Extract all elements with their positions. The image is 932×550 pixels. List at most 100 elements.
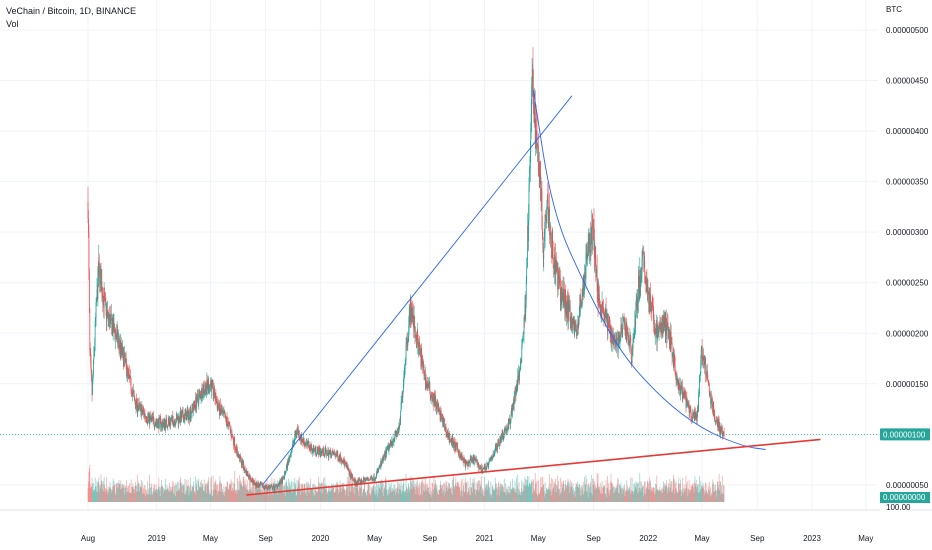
candle-body: [627, 336, 629, 345]
volume-bar: [672, 474, 674, 502]
volume-bar: [173, 494, 175, 502]
candle-body: [565, 294, 567, 304]
candle-body: [429, 390, 431, 396]
time-axis[interactable]: Aug 2019 May Sep 2020 May Sep 2021 May Sep 2022 May…: [0, 509, 932, 543]
candle-body: [280, 478, 282, 484]
candle-body: [432, 397, 433, 402]
candle-body: [591, 223, 593, 228]
volume-bar: [659, 486, 661, 502]
candle-body: [549, 208, 550, 236]
candle-body: [214, 387, 215, 398]
volume-bar: [114, 485, 115, 502]
volume-bar: [208, 489, 210, 502]
volume-bar: [166, 489, 168, 502]
volume-bar: [175, 482, 177, 502]
volume-bar: [110, 488, 112, 502]
candle-body: [289, 455, 291, 460]
candle-body: [476, 459, 478, 465]
candle-body: [341, 459, 342, 462]
volume-bar: [615, 488, 616, 502]
candle-body: [190, 412, 192, 418]
candle-body: [160, 425, 162, 428]
candle-body: [516, 384, 518, 386]
volume-bar: [354, 481, 355, 502]
volume-bar: [427, 486, 429, 502]
volume-indicator-label[interactable]: Vol: [6, 19, 19, 29]
volume-bar: [219, 482, 220, 502]
candle-body: [187, 409, 188, 413]
candle-body: [153, 416, 154, 419]
volume-bar: [647, 481, 649, 502]
volume-bar: [107, 486, 109, 502]
volume-bar: [520, 495, 522, 502]
volume-bar: [121, 488, 123, 502]
volume-bar: [350, 492, 352, 502]
candle-body: [642, 251, 644, 254]
candle-body: [363, 477, 364, 481]
candle-body: [159, 417, 161, 420]
candle-body: [262, 486, 264, 487]
candle-body: [542, 252, 544, 259]
volume-bar: [133, 489, 135, 502]
volume-bar: [242, 486, 244, 502]
candle-body: [473, 457, 475, 464]
volume-bar: [610, 473, 612, 502]
candle-body: [387, 447, 389, 449]
volume-bar: [200, 482, 201, 502]
candle-body: [99, 269, 101, 285]
volume-bar: [382, 482, 384, 502]
candle-body: [595, 258, 597, 278]
volume-bar: [115, 484, 117, 502]
volume-bar: [192, 487, 194, 502]
volume-bar: [160, 487, 162, 502]
volume-bar: [231, 481, 233, 502]
candle-body: [112, 318, 114, 334]
candle-body: [524, 303, 526, 313]
candle-body: [286, 464, 288, 468]
candle-body: [696, 417, 698, 421]
volume-bar: [672, 492, 673, 502]
price-axis[interactable]: 0.000000500.000001000.000001500.00000200…: [886, 26, 929, 490]
volume-bar: [617, 478, 619, 502]
candle-body: [262, 486, 264, 488]
candle-body: [527, 225, 529, 242]
volume-bar: [256, 489, 258, 502]
candle-body: [178, 416, 180, 424]
candle-body: [348, 471, 350, 476]
volume-bar: [145, 496, 146, 502]
candle-body: [105, 301, 107, 308]
candle-body: [180, 412, 182, 419]
volume-bar: [703, 485, 705, 502]
candle-body: [111, 319, 113, 335]
candle-body: [571, 316, 572, 329]
volume-bar: [190, 492, 192, 502]
candle-body: [268, 486, 270, 488]
candle-body: [98, 257, 100, 276]
volume-bar: [312, 483, 314, 502]
candle-body: [121, 345, 123, 350]
candle-body: [481, 471, 483, 472]
candle-body: [533, 117, 535, 122]
volume-bar: [644, 481, 646, 502]
volume-bar: [180, 483, 182, 502]
volume-bar: [425, 484, 427, 502]
volume-bar: [573, 494, 575, 502]
candle-body: [721, 427, 723, 436]
candle-body: [357, 480, 359, 483]
candle-body: [662, 322, 664, 328]
candle-body: [654, 325, 655, 332]
candle-body: [723, 431, 725, 437]
candle-body: [164, 423, 166, 428]
volume-bar: [570, 487, 572, 502]
candle-body: [336, 454, 337, 455]
volume-bar: [298, 481, 300, 502]
volume-bar: [168, 492, 170, 502]
volume-scale-label: 100.00: [886, 503, 911, 512]
candle-body: [495, 445, 497, 447]
candle-body: [100, 269, 101, 270]
volume-bar: [319, 487, 320, 502]
candle-body: [230, 430, 232, 436]
volume-bar: [156, 488, 158, 502]
candle-body: [558, 270, 559, 279]
